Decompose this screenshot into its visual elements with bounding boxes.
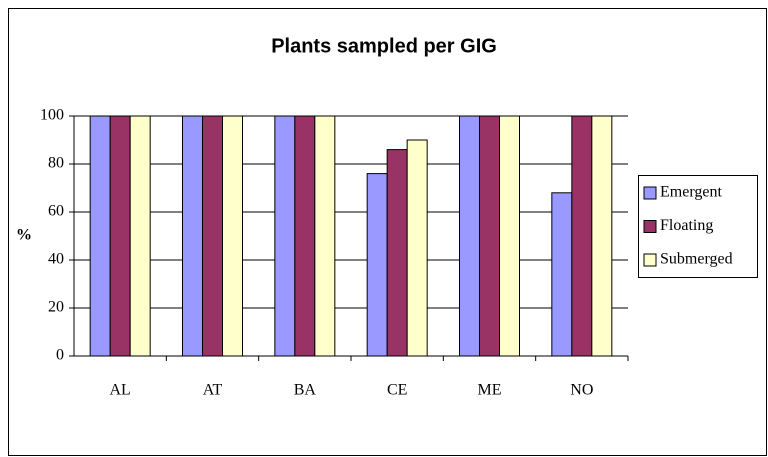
legend-label: Floating xyxy=(660,217,713,234)
y-tick-label: 40 xyxy=(48,251,64,268)
y-tick-label: 60 xyxy=(48,203,64,220)
bar xyxy=(571,115,593,357)
bar xyxy=(459,115,480,357)
bar xyxy=(202,115,223,357)
bar xyxy=(89,115,111,357)
bar xyxy=(222,115,243,357)
chart-title: Plants sampled per GIG xyxy=(271,35,497,57)
x-tick-label: NO xyxy=(570,382,593,399)
x-tick-label: ME xyxy=(478,382,502,399)
bar xyxy=(274,115,296,357)
legend-label: Submerged xyxy=(660,251,733,268)
bar xyxy=(314,115,336,357)
x-tick-label: CE xyxy=(387,382,407,399)
bar xyxy=(109,115,131,357)
x-tick-label: AT xyxy=(203,382,223,399)
bar xyxy=(479,115,500,357)
bar xyxy=(294,115,316,357)
bar xyxy=(591,115,613,357)
y-tick-label: 100 xyxy=(40,107,64,124)
y-tick-label: 0 xyxy=(56,347,64,364)
y-tick-label: 20 xyxy=(48,299,64,316)
bar xyxy=(366,173,388,357)
bar xyxy=(182,115,203,357)
y-axis-label: % xyxy=(16,227,32,244)
bar xyxy=(551,192,573,357)
legend-box xyxy=(638,175,758,278)
legend-label: Emergent xyxy=(660,184,722,201)
x-tick-label: BA xyxy=(294,382,317,399)
bar xyxy=(129,115,151,357)
legend-swatch xyxy=(643,220,657,233)
bar xyxy=(406,139,428,357)
legend-swatch xyxy=(643,186,657,200)
legend-swatch xyxy=(643,253,657,267)
bar xyxy=(386,149,408,357)
bar xyxy=(499,115,520,357)
y-tick-label: 80 xyxy=(48,155,64,172)
x-tick-label: AL xyxy=(110,382,131,399)
